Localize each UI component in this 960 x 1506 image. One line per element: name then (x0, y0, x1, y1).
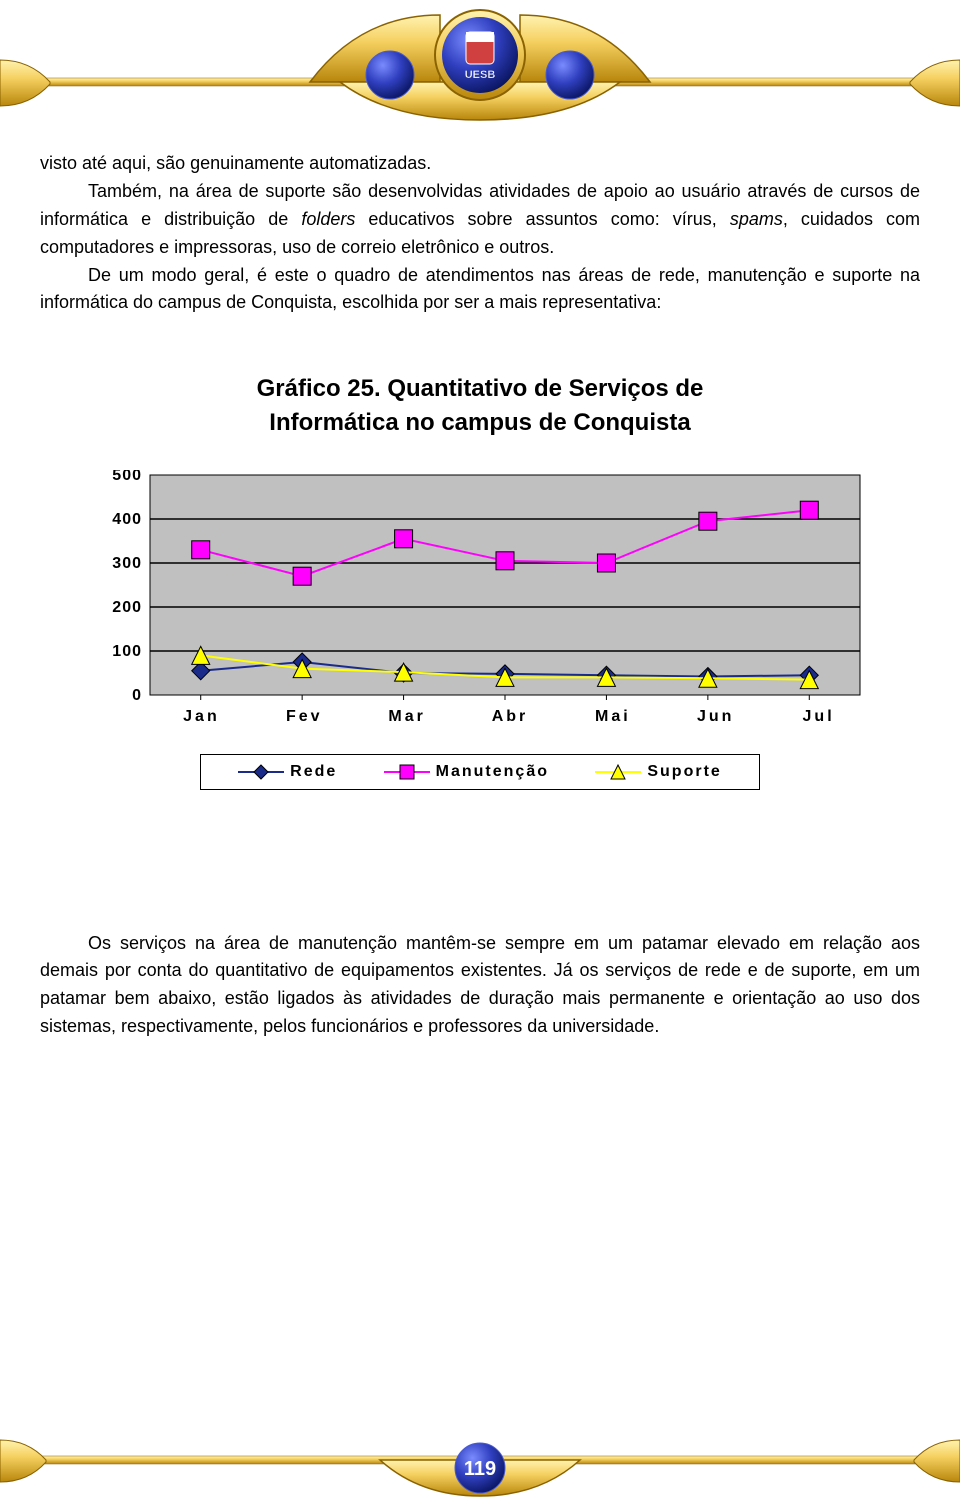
svg-text:300: 300 (112, 555, 142, 572)
svg-text:200: 200 (112, 599, 142, 616)
paragraph-3: De um modo geral, é este o quadro de ate… (40, 262, 920, 318)
paragraph-1: visto até aqui, são genuinamente automat… (40, 150, 920, 178)
chart-x-labels: JanFevMarAbrMaiJunJul (150, 708, 870, 726)
chart-x-label: Fev (253, 708, 356, 726)
svg-text:500: 500 (112, 470, 142, 484)
svg-text:0: 0 (132, 687, 142, 700)
page-header-ornament: UESB (0, 0, 960, 130)
chart-x-label: Mar (356, 708, 459, 726)
legend-label: Suporte (647, 763, 721, 781)
svg-text:400: 400 (112, 511, 142, 528)
chart-x-label: Jun (664, 708, 767, 726)
chart-legend: Rede Manutenção Suporte (200, 754, 760, 790)
legend-item: Manutenção (384, 763, 549, 781)
chart-x-label: Mai (561, 708, 664, 726)
line-chart: 0 100 200 300 400 500 (90, 470, 870, 700)
chart-x-label: Jan (150, 708, 253, 726)
chart-title: Gráfico 25. Quantitativo de Serviços de … (40, 372, 920, 439)
legend-label: Manutenção (436, 763, 549, 781)
header-badge-text: UESB (465, 69, 496, 81)
chart-container: 0 100 200 300 400 500 JanFevMarAbrMaiJunJul R… (90, 470, 870, 790)
page-number-badge: 119 (454, 1442, 506, 1494)
svg-text:100: 100 (112, 643, 142, 660)
page-content: visto até aqui, são genuinamente automat… (40, 150, 920, 1041)
chart-x-label: Abr (459, 708, 562, 726)
page-number: 119 (464, 1458, 496, 1480)
legend-item: Suporte (595, 763, 721, 781)
legend-label: Rede (290, 763, 337, 781)
legend-item: Rede (238, 763, 337, 781)
paragraph-2: Também, na área de suporte são desenvolv… (40, 178, 920, 262)
paragraph-4: Os serviços na área de manutenção mantêm… (40, 930, 920, 1042)
chart-x-label: Jul (767, 708, 870, 726)
